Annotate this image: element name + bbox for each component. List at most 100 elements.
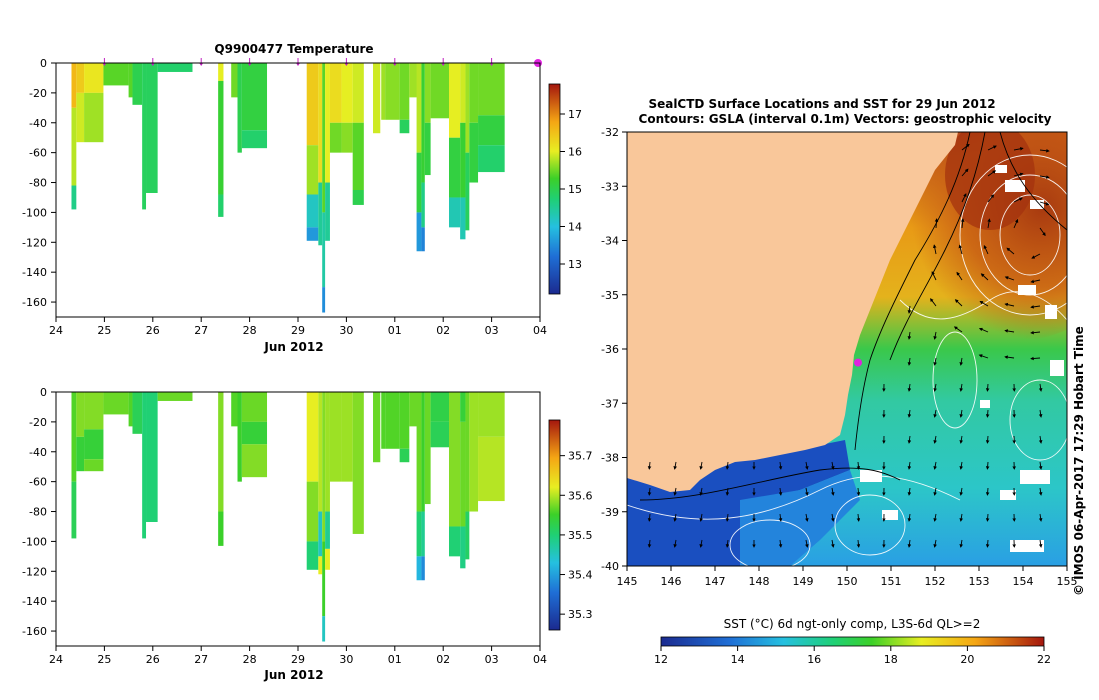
velocity-vector xyxy=(856,513,861,522)
profile-29-segment-2 xyxy=(449,197,461,228)
velocity-vector xyxy=(987,218,991,229)
profile-30-segment-1 xyxy=(460,122,466,198)
velocity-vector xyxy=(831,513,835,522)
x-tick-label: 01 xyxy=(388,653,402,666)
velocity-vector xyxy=(954,299,963,307)
profile-32-segment-1 xyxy=(469,122,479,183)
velocity-vector xyxy=(1004,302,1015,307)
velocity-vector xyxy=(934,218,939,229)
profile-15-segment-2 xyxy=(322,287,326,313)
profile-18-segment-1 xyxy=(341,122,353,153)
profile-18-segment-0 xyxy=(341,392,353,482)
velocity-vector xyxy=(933,513,937,522)
x-tick-label: 24 xyxy=(49,324,63,337)
velocity-vector xyxy=(1006,247,1015,255)
sst-colorbar-tick-label: 22 xyxy=(1037,653,1051,666)
profile-30-segment-0 xyxy=(460,63,466,123)
velocity-vector xyxy=(1004,329,1015,333)
profile-14-segment-0 xyxy=(318,392,323,512)
velocity-vector xyxy=(699,461,703,470)
profile-15-segment-0 xyxy=(322,63,326,213)
profile-26-segment-2 xyxy=(421,556,425,581)
x-tick-label: 30 xyxy=(339,324,353,337)
velocity-vector xyxy=(1013,218,1019,229)
velocity-vector xyxy=(1030,305,1041,309)
profile-22-segment-0 xyxy=(385,392,400,449)
velocity-vector xyxy=(1038,435,1043,444)
profile-3-segment-0 xyxy=(103,63,129,86)
profile-30-segment-0 xyxy=(460,392,466,422)
velocity-vector xyxy=(1013,147,1024,151)
sst-colorbar-label: SST (°C) 6d ngt-only comp, L3S-6d QL>=2 xyxy=(724,617,981,631)
profile-1-segment-0 xyxy=(76,63,85,93)
lon-tick-label: 150 xyxy=(837,575,858,588)
profile-marker-head xyxy=(344,63,349,66)
velocity-vector xyxy=(1030,356,1041,361)
profile-21-segment-0 xyxy=(381,63,386,120)
profile-32-segment-0 xyxy=(469,63,479,123)
velocity-vector xyxy=(933,357,937,366)
velocity-vector xyxy=(987,170,997,177)
velocity-vector xyxy=(907,461,912,470)
lon-tick-label: 148 xyxy=(749,575,770,588)
velocity-vector xyxy=(907,383,912,392)
velocity-vector xyxy=(907,513,912,522)
velocity-vector xyxy=(985,461,990,470)
velocity-vector xyxy=(907,487,912,496)
profile-20-segment-0 xyxy=(373,392,381,463)
profile-14-segment-0 xyxy=(318,63,323,183)
profile-23-segment-1 xyxy=(399,448,410,463)
profile-7-segment-0 xyxy=(146,63,158,193)
map-title: SealCTD Surface Locations and SST for 29… xyxy=(648,97,995,111)
velocity-vector xyxy=(725,461,730,470)
warm-core xyxy=(945,132,1035,230)
velocity-vector xyxy=(1004,276,1015,281)
lat-tick-label: -37 xyxy=(601,397,619,410)
y-tick-label: -80 xyxy=(29,506,47,519)
lat-tick-label: -36 xyxy=(601,343,619,356)
velocity-vector xyxy=(805,461,809,470)
velocity-vector xyxy=(985,487,990,496)
velocity-vector xyxy=(1030,330,1041,335)
velocity-vector xyxy=(1030,279,1041,284)
colorbar-tick-label: 35.6 xyxy=(568,489,593,502)
sst-colorbar-tick-label: 16 xyxy=(807,653,821,666)
temperature-y-ticks: 0 -20 -40 -60 -80 -100 -120 -140 -160 xyxy=(22,57,56,309)
profile-25-segment-1 xyxy=(416,511,422,557)
geostrophic-vectors xyxy=(647,143,1050,548)
profile-9-segment-2 xyxy=(218,194,224,217)
velocity-vector xyxy=(1039,148,1050,153)
profile-marker-head xyxy=(199,63,204,66)
salinity-x-ticks: 24 25 26 27 28 29 30 01 02 03 04 xyxy=(49,646,547,666)
profile-8-segment-0 xyxy=(157,63,193,72)
profile-25-segment-2 xyxy=(416,212,422,252)
profile-12-segment-0 xyxy=(241,63,268,131)
profile-23-segment-0 xyxy=(399,63,410,120)
velocity-vector xyxy=(725,513,730,522)
profile-10-segment-0 xyxy=(231,63,238,98)
profile-17-segment-0 xyxy=(329,392,342,482)
velocity-vector xyxy=(987,194,995,203)
profile-20-segment-0 xyxy=(373,63,381,134)
velocity-vector xyxy=(805,487,809,496)
profile-17-segment-0 xyxy=(329,63,342,123)
profile-15-segment-0 xyxy=(322,392,326,542)
y-tick-label: -60 xyxy=(29,476,47,489)
x-tick-label: 27 xyxy=(194,653,208,666)
velocity-vector xyxy=(958,244,963,255)
velocity-vector xyxy=(831,461,835,470)
profile-16-segment-1 xyxy=(325,511,330,549)
y-tick-label: -100 xyxy=(22,206,47,219)
velocity-vector xyxy=(985,435,990,444)
velocity-vector xyxy=(1038,539,1043,548)
x-tick-label: 04 xyxy=(533,324,547,337)
gsla-contours-negative xyxy=(639,132,1067,501)
imos-credit: © IMOS 06-Apr-2017 17:29 Hobart Time xyxy=(1072,326,1086,596)
velocity-vector xyxy=(725,539,730,548)
velocity-vector xyxy=(725,487,730,496)
lat-tick-label: -39 xyxy=(601,506,619,519)
x-tick-label: 02 xyxy=(436,653,450,666)
profile-13-segment-0 xyxy=(306,392,319,482)
velocity-vector xyxy=(699,513,703,522)
